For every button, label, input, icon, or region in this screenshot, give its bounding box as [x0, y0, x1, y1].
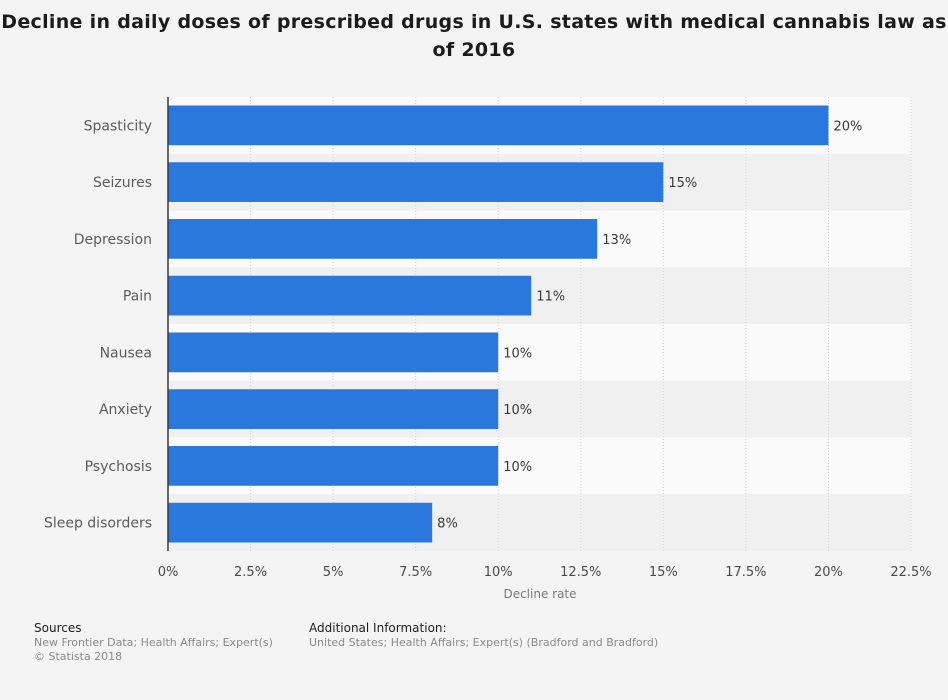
bar	[168, 219, 598, 259]
sources-text: New Frontier Data; Health Affairs; Exper…	[34, 636, 273, 649]
x-tick-label: 5%	[323, 565, 344, 580]
bar	[168, 446, 499, 486]
additional-info-block: Additional Information: United States; H…	[309, 621, 658, 650]
category-label: Psychosis	[85, 459, 152, 475]
category-label: Pain	[123, 289, 152, 305]
value-label: 10%	[503, 460, 532, 475]
bar-chart: 20% Spasticity 15% Seizures 13% Depression 11%…	[44, 97, 932, 601]
category-label: Sleep disorders	[44, 516, 152, 532]
x-tick-label: 22.5%	[890, 565, 931, 580]
value-label: 8%	[437, 517, 458, 532]
bar	[168, 389, 499, 429]
category-label: Depression	[74, 232, 152, 248]
value-label: 20%	[833, 119, 862, 134]
category-label: Nausea	[100, 345, 152, 361]
x-tick-label: 2.5%	[234, 565, 267, 580]
value-label: 10%	[503, 346, 532, 361]
bar	[168, 105, 829, 146]
x-tick-label: 15%	[649, 565, 678, 580]
additional-info-heading: Additional Information:	[309, 621, 447, 635]
chart-title: Decline in daily doses of prescribed dru…	[1, 11, 947, 61]
x-tick-label: 17.5%	[725, 565, 766, 580]
x-tick-label: 20%	[814, 565, 843, 580]
additional-info-text: United States; Health Affairs; Expert(s)…	[309, 636, 659, 649]
x-tick-label: 0%	[158, 565, 179, 580]
value-label: 13%	[602, 233, 631, 248]
bar	[168, 162, 664, 202]
x-tick-label: 12.5%	[560, 565, 601, 580]
copyright-text: © Statista 2018	[34, 650, 123, 663]
x-tick-label: 7.5%	[399, 565, 432, 580]
category-label: Seizures	[93, 175, 152, 191]
value-label: 15%	[668, 176, 697, 191]
value-label: 10%	[503, 403, 532, 418]
value-label: 11%	[536, 290, 565, 305]
bar	[168, 502, 433, 543]
x-tick-label: 10%	[484, 565, 513, 580]
x-axis-title: Decline rate	[503, 587, 576, 601]
sources-block: Sources New Frontier Data; Health Affair…	[34, 621, 273, 664]
category-label: Anxiety	[99, 402, 152, 418]
category-label: Spasticity	[84, 118, 152, 134]
bar	[168, 332, 499, 373]
bar	[168, 275, 532, 316]
sources-heading: Sources	[34, 621, 82, 635]
